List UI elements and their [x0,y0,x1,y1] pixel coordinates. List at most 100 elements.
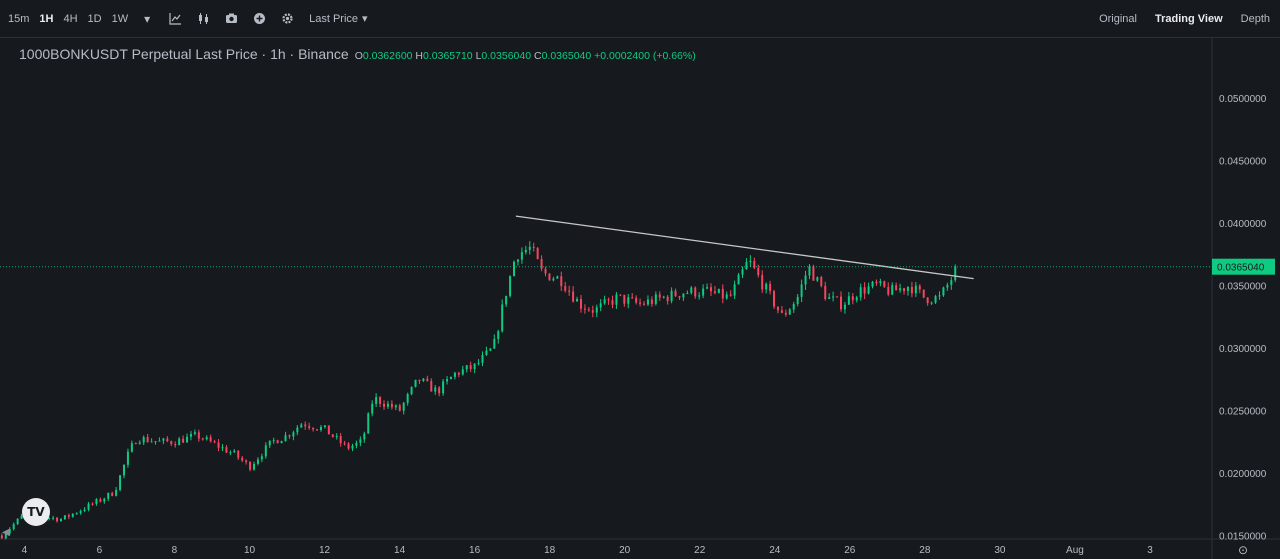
candle-body [16,518,19,525]
gear-icon[interactable] [273,0,301,38]
candle-body [268,440,271,446]
view-depth[interactable]: Depth [1240,13,1270,25]
candle-body [150,441,153,443]
candle-body [20,515,23,519]
candle-body [816,277,819,281]
low-value: 0.0356040 [481,50,532,62]
candle-body [540,258,543,269]
candle-body [91,503,94,505]
candle-body [146,437,149,442]
candle-body [99,499,102,502]
timeframe-15m[interactable]: 15m [8,12,30,25]
candle-body [300,424,303,428]
timeframe-1h[interactable]: 1H [39,12,54,25]
candle-body [166,438,169,442]
symbol-title: 1000BONKUSDT Perpetual Last Price · 1h ·… [19,46,349,62]
candle-body [516,259,519,262]
candle-body [568,290,571,292]
chart-settings-icon[interactable]: ⊙ [1237,543,1249,557]
timeframe-1w[interactable]: 1W [111,12,129,25]
candle-body [245,460,248,463]
chevron-down-icon[interactable]: ▾ [144,11,151,26]
candle-body [355,442,358,446]
candle-body [792,304,795,310]
candle-body [481,355,484,363]
x-tick-label: 30 [994,545,1006,556]
candle-body [587,309,590,311]
candle-body [229,452,232,454]
candle-style-icon[interactable] [189,0,217,38]
candle-body [457,372,460,375]
candle-body [851,296,854,301]
candle-body [351,445,354,449]
candle-body [796,296,799,305]
price-type-label: Last Price [309,12,359,25]
candle-body [221,447,224,449]
candle-body [599,303,602,308]
candle-body [201,438,204,440]
timeframe-4h[interactable]: 4H [63,12,78,25]
candle-body [119,475,122,490]
candle-body [249,462,252,470]
candle-body [335,435,338,437]
indicator-icon[interactable] [161,0,189,38]
candle-body [536,248,539,259]
x-tick-label: 4 [22,545,28,556]
candle-body [205,437,208,440]
camera-icon[interactable] [217,0,245,38]
candle-body [367,413,370,434]
close-value: 0.0365040 [541,50,592,62]
candle-body [406,394,409,403]
candle-body [631,297,634,299]
candle-body [611,300,614,305]
candle-body [938,295,941,297]
price-chart[interactable]: 0.0500000 0.0450000 0.0400000 0.0350000 0.03… [0,38,1280,559]
candle-body [694,287,697,297]
x-tick-label: 28 [919,545,931,556]
candle-body [883,281,886,287]
candle-body [713,291,716,293]
candle-body [501,304,504,332]
candle-body [107,492,110,499]
chevron-down-icon: ▾ [362,13,368,25]
candle-body [473,363,476,370]
chart-legend: 1000BONKUSDT Perpetual Last Price · 1h ·… [19,46,696,62]
candle-body [276,440,279,444]
candle-body [469,365,472,370]
candle-body [284,435,287,441]
x-tick-label: 8 [172,545,178,556]
change-value: +0.0002400 (+0.66%) [594,50,696,62]
candle-body [839,296,842,310]
candle-body [954,266,957,281]
x-tick-label: 26 [844,545,856,556]
timeframe-1d[interactable]: 1D [87,12,102,25]
open-value: 0.0362600 [362,50,413,62]
price-type-select[interactable]: Last Price ▾ [309,12,368,26]
view-original[interactable]: Original [1099,13,1137,25]
candle-body [182,438,185,443]
candle-body [875,281,878,284]
candle-body [670,290,673,302]
x-tick-label: 12 [319,545,331,556]
scroll-left-icon[interactable]: ◀ [2,527,10,538]
candle-body [899,288,902,291]
candle-body [891,285,894,295]
candle-body [48,517,51,519]
candle-body [272,440,275,442]
candle-body [615,294,618,305]
candle-body [402,402,405,411]
candle-body [733,284,736,296]
candle-body [591,310,594,313]
candle-body [942,287,945,296]
candle-body [288,435,291,437]
candle-body [639,302,642,304]
x-tick-label: 3 [1147,545,1153,556]
y-tick-label: 0.0250000 [1219,407,1267,418]
candle-body [162,438,165,441]
candle-body [753,260,756,268]
candle-body [103,498,106,502]
y-tick-label: 0.0450000 [1219,157,1267,168]
add-icon[interactable] [245,0,273,38]
candle-body [438,387,441,394]
view-trading-view[interactable]: Trading View [1154,13,1223,25]
